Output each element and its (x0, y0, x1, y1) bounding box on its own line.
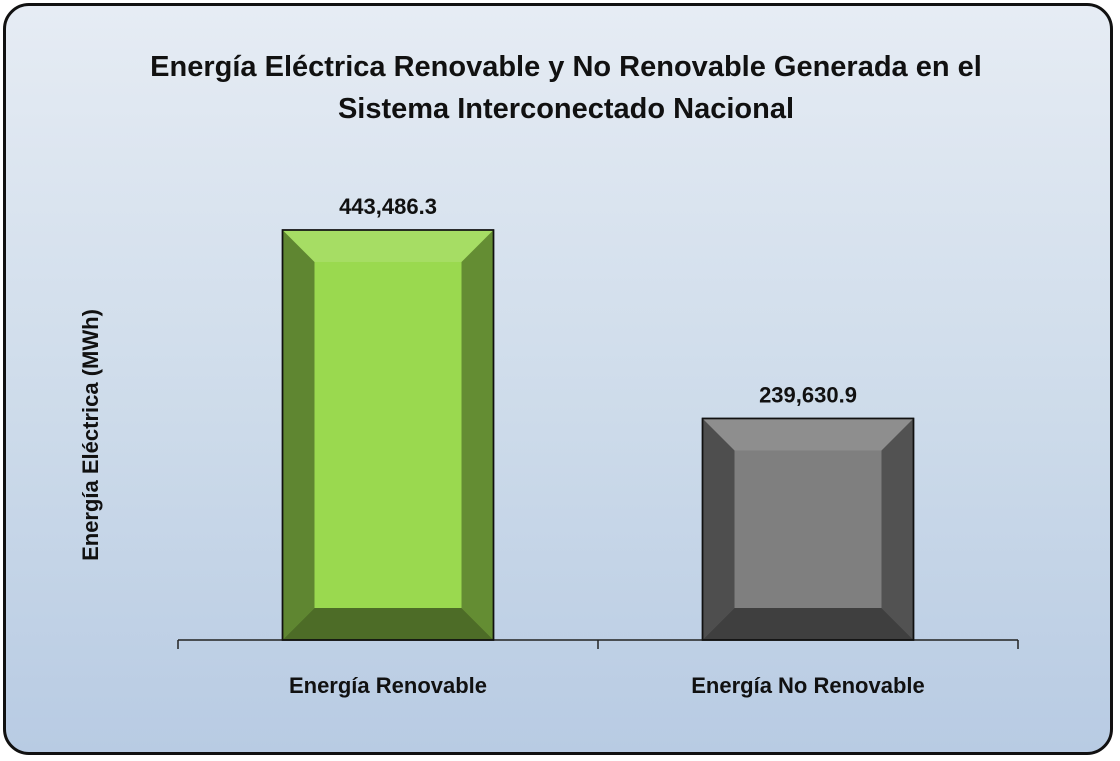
y-axis-label: Energía Eléctrica (MWh) (78, 309, 103, 561)
bar-outline (701, 417, 915, 641)
x-tick-label: Energía No Renovable (691, 673, 925, 698)
bar-bevel-top (702, 418, 914, 451)
x-tick-label: Energía Renovable (289, 673, 487, 698)
bar-bevel-top (282, 230, 494, 262)
data-label: 239,630.9 (759, 382, 857, 407)
bar-bevel-right (881, 418, 914, 640)
bar-bevel-left (702, 418, 735, 640)
bar-bevel-bottom (702, 608, 914, 640)
data-label: 443,486.3 (339, 194, 437, 219)
bar-bevel-bottom (282, 608, 494, 640)
bar (701, 417, 915, 641)
bar-bevel-right (461, 230, 494, 640)
chart-title: Energía Eléctrica Renovable y No Renovab… (150, 51, 982, 125)
bar-outline (281, 229, 495, 641)
bar-bevel-left (282, 230, 315, 640)
chart-frame: Energía Eléctrica Renovable y No Renovab… (3, 3, 1113, 755)
